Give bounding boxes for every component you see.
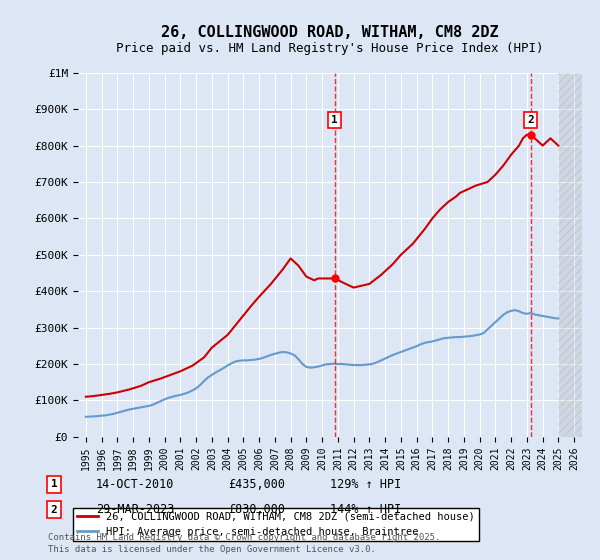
Legend: 26, COLLINGWOOD ROAD, WITHAM, CM8 2DZ (semi-detached house), HPI: Average price,: 26, COLLINGWOOD ROAD, WITHAM, CM8 2DZ (s… [73,507,479,541]
Text: This data is licensed under the Open Government Licence v3.0.: This data is licensed under the Open Gov… [48,545,376,554]
Text: 29-MAR-2023: 29-MAR-2023 [96,503,175,516]
Text: 26, COLLINGWOOD ROAD, WITHAM, CM8 2DZ: 26, COLLINGWOOD ROAD, WITHAM, CM8 2DZ [161,25,499,40]
Text: 129% ↑ HPI: 129% ↑ HPI [330,478,401,491]
Text: Contains HM Land Registry data © Crown copyright and database right 2025.: Contains HM Land Registry data © Crown c… [48,533,440,542]
Text: 1: 1 [331,115,338,125]
Text: 144% ↑ HPI: 144% ↑ HPI [330,503,401,516]
Text: 14-OCT-2010: 14-OCT-2010 [96,478,175,491]
Text: 1: 1 [50,479,58,489]
Text: Price paid vs. HM Land Registry's House Price Index (HPI): Price paid vs. HM Land Registry's House … [116,42,544,55]
Text: £435,000: £435,000 [228,478,285,491]
Text: £830,000: £830,000 [228,503,285,516]
Text: 2: 2 [50,505,58,515]
Text: 2: 2 [527,115,534,125]
Bar [559,73,582,437]
